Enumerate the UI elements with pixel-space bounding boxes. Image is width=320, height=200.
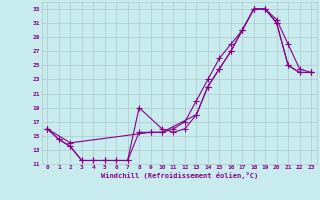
X-axis label: Windchill (Refroidissement éolien,°C): Windchill (Refroidissement éolien,°C) <box>100 172 258 179</box>
